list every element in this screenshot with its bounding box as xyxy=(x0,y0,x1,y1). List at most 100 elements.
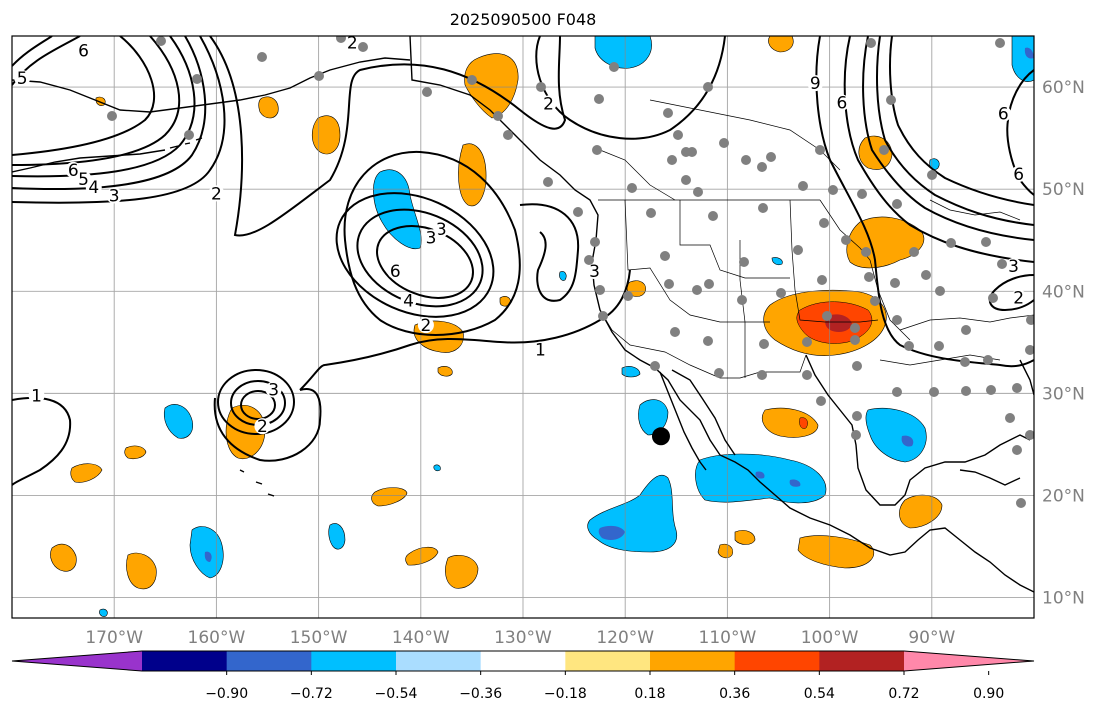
contour-label-17: 2 xyxy=(257,417,268,437)
contour-label-12: 4 xyxy=(403,292,414,312)
contour-label-23: 3 xyxy=(1008,257,1019,277)
colorbar-extend-low xyxy=(12,651,142,671)
contour-label-6: 2 xyxy=(211,184,222,204)
colorbar-label-3: −0.36 xyxy=(459,686,502,702)
longitude-labels: 170°W 160°W 150°W 140°W 130°W 120°W 110°W 100°W… xyxy=(85,628,955,648)
contour-label-bg-1 xyxy=(14,69,31,86)
contour-label-bg-13 xyxy=(417,317,434,334)
contour-label-16: 3 xyxy=(268,380,279,400)
contour-label-18: 1 xyxy=(31,387,42,407)
lon-label-1: 160°W xyxy=(188,628,246,648)
contour-label-bg-8 xyxy=(540,95,557,112)
contour-label-bg-14 xyxy=(586,262,603,279)
contour-label-22: 6 xyxy=(1013,165,1024,185)
contour-label-bg-10 xyxy=(423,229,440,246)
contour-label-14: 3 xyxy=(589,262,600,282)
contour-label-bg-12 xyxy=(400,292,417,309)
contour-label-bg-23 xyxy=(1005,257,1022,274)
contour-label-24: 2 xyxy=(1013,289,1024,309)
lat-label-1: 50°N xyxy=(1042,180,1085,200)
contour-label-10: 3 xyxy=(426,228,437,248)
contour-label-bg-11 xyxy=(387,262,404,279)
contour-label-20: 6 xyxy=(836,93,847,113)
station-markers xyxy=(107,36,1034,508)
colorbar-segment-0 xyxy=(142,651,228,671)
strongest-positive-core xyxy=(825,314,852,332)
location-marker xyxy=(651,427,670,446)
contour-label-4: 4 xyxy=(88,178,99,198)
contour-label-1: 5 xyxy=(17,69,28,89)
colorbar-segment-5 xyxy=(565,651,651,671)
contour-label-bg-7 xyxy=(344,36,361,51)
contour-label-bg-5 xyxy=(106,187,123,204)
lon-label-5: 120°W xyxy=(596,628,654,648)
contour-label-bg-15 xyxy=(532,341,549,358)
colorbar xyxy=(11,650,1035,675)
political-borders xyxy=(598,99,1034,379)
strong-negative-core xyxy=(204,47,1034,562)
lon-label-8: 90°W xyxy=(908,628,955,648)
colorbar-label-4: −0.18 xyxy=(544,686,587,702)
contour-label-bg-16 xyxy=(265,381,282,398)
colorbar-label-6: 0.36 xyxy=(719,686,750,702)
contour-label-bg-4 xyxy=(85,179,102,196)
lat-label-0: 60°N xyxy=(1042,78,1085,98)
contour-label-bg-24 xyxy=(1010,289,1027,306)
colorbar-label-9: 0.90 xyxy=(973,686,1004,702)
contour-label-bg-19 xyxy=(807,75,824,92)
contour-label-13: 2 xyxy=(420,316,431,336)
lat-label-5: 10°N xyxy=(1042,589,1085,609)
contour-label-bg-18 xyxy=(28,387,45,404)
map-title: 2025090500 F048 xyxy=(449,10,597,29)
coastlines xyxy=(12,36,1034,593)
contour-label-bg-6 xyxy=(208,185,225,202)
contour-label-11: 6 xyxy=(390,262,401,282)
colorbar-label-8: 0.72 xyxy=(888,686,919,702)
lat-label-2: 40°N xyxy=(1042,282,1085,302)
contour-label-0: 6 xyxy=(78,41,89,61)
contour-label-bg-22 xyxy=(1010,165,1027,182)
colorbar-label-5: 0.18 xyxy=(634,686,665,702)
map-frame xyxy=(11,35,1035,619)
contour-label-7: 2 xyxy=(347,33,358,53)
colorbar-segment-6 xyxy=(650,651,736,671)
contour-label-21: 6 xyxy=(998,105,1009,125)
lat-label-3: 30°N xyxy=(1042,384,1085,404)
lon-label-7: 100°W xyxy=(801,628,859,648)
colorbar-segment-4 xyxy=(480,651,566,671)
colorbar-segment-1 xyxy=(226,651,312,671)
contour-label-15: 1 xyxy=(535,341,546,361)
lon-label-2: 150°W xyxy=(290,628,348,648)
colorbar-label-2: −0.54 xyxy=(375,686,418,702)
lon-label-4: 130°W xyxy=(494,628,552,648)
contour-label-bg-2 xyxy=(65,161,82,178)
colorbar-outline xyxy=(11,650,1035,672)
colorbar-label-1: −0.72 xyxy=(290,686,333,702)
lon-label-3: 140°W xyxy=(392,628,450,648)
colorbar-label-7: 0.54 xyxy=(804,686,835,702)
contour-label-19: 9 xyxy=(810,74,821,94)
colorbar-tick-labels: −0.90 −0.72 −0.54 −0.36 −0.18 0.18 0.36 0.54 0.7… xyxy=(205,686,1004,702)
colorbar-segment-2 xyxy=(311,651,397,671)
contour-label-bg-21 xyxy=(995,105,1012,122)
contour-label-bg-0 xyxy=(75,42,92,59)
contour-label-8: 2 xyxy=(543,95,554,115)
latitude-labels: 60°N 50°N 40°N 30°N 20°N 10°N xyxy=(1042,78,1085,609)
lon-label-6: 110°W xyxy=(699,628,757,648)
contour-label-9: 3 xyxy=(436,220,447,240)
colorbar-extend-high xyxy=(904,651,1034,671)
colorbar-segment-3 xyxy=(396,651,482,671)
lat-label-4: 20°N xyxy=(1042,486,1085,506)
colorbar-segment-7 xyxy=(734,651,820,671)
colorbar-label-0: −0.90 xyxy=(205,686,248,702)
lon-label-0: 170°W xyxy=(85,628,143,648)
contour-label-3: 5 xyxy=(78,170,89,190)
contour-label-bg-17 xyxy=(254,418,271,435)
contour-label-2: 6 xyxy=(68,161,79,181)
colorbar-segment-8 xyxy=(819,651,905,671)
contour-label-5: 3 xyxy=(109,186,120,206)
contour-label-bg-20 xyxy=(833,94,850,111)
